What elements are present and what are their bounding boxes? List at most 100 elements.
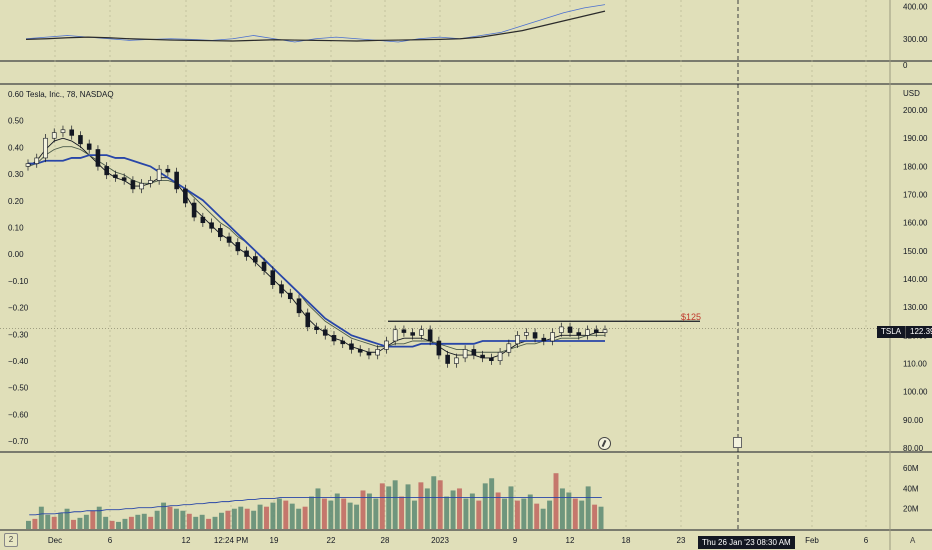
volume-bar bbox=[354, 504, 360, 529]
volume-ma-line bbox=[29, 497, 602, 516]
volume-bar bbox=[476, 500, 482, 529]
x-tick-label: 6 bbox=[864, 536, 869, 545]
volume-bar bbox=[315, 488, 321, 529]
candle-body bbox=[392, 329, 398, 342]
candle-body bbox=[340, 340, 346, 345]
volume-bar bbox=[437, 480, 443, 529]
volume-bar bbox=[309, 496, 314, 529]
candle-body bbox=[314, 326, 319, 331]
volume-bar bbox=[431, 476, 437, 529]
volume-bar bbox=[77, 517, 83, 529]
volume-bar bbox=[444, 496, 450, 529]
left-tick: 0.10 bbox=[8, 224, 24, 233]
x-tick-label: 12 bbox=[182, 536, 191, 545]
indicator-tick: 300.00 bbox=[903, 35, 928, 44]
replay-icon[interactable] bbox=[598, 437, 611, 450]
auto-scale-button[interactable]: A bbox=[910, 536, 916, 545]
volume-bar bbox=[206, 518, 212, 529]
candle-body bbox=[86, 143, 92, 150]
right-tick: 160.00 bbox=[903, 219, 928, 228]
volume-bar bbox=[302, 506, 308, 529]
volume-bar bbox=[399, 496, 405, 529]
volume-bar bbox=[514, 500, 520, 529]
volume-bar bbox=[109, 520, 115, 529]
candle-body bbox=[174, 171, 179, 190]
candle-body bbox=[454, 357, 459, 364]
candle-body bbox=[34, 157, 40, 164]
volume-ma bbox=[29, 497, 602, 516]
right-tick: 150.00 bbox=[903, 247, 928, 256]
candle-body bbox=[322, 329, 328, 336]
volume-bar bbox=[122, 518, 128, 529]
volume-bar bbox=[90, 510, 96, 529]
candle-body bbox=[226, 236, 232, 243]
left-tick: −0.70 bbox=[8, 437, 29, 446]
volume-bar bbox=[424, 488, 430, 529]
x-tick-label: 22 bbox=[327, 536, 336, 545]
volume-bar bbox=[26, 520, 31, 529]
candle-body bbox=[25, 163, 31, 167]
scroll-left-icon[interactable]: 2 bbox=[4, 533, 18, 547]
volume-bar bbox=[366, 493, 372, 529]
volume-bar bbox=[225, 510, 231, 529]
volume-bar bbox=[58, 512, 64, 529]
candle-body bbox=[357, 349, 363, 353]
volume-bar bbox=[457, 488, 462, 529]
candle-body bbox=[130, 180, 136, 190]
candle-body bbox=[471, 349, 477, 356]
right-tick: 140.00 bbox=[903, 275, 928, 284]
candle-body bbox=[593, 329, 599, 333]
volume-bar bbox=[148, 516, 154, 529]
volume-bar bbox=[212, 516, 218, 529]
right-tick: 90.00 bbox=[903, 416, 924, 425]
candle-body bbox=[235, 242, 241, 252]
x-tick-label: 28 bbox=[381, 536, 390, 545]
volume-bar bbox=[373, 498, 379, 529]
volume-bar bbox=[32, 518, 38, 529]
currency-label: USD bbox=[903, 89, 920, 98]
volume-bar bbox=[469, 493, 475, 529]
left-tick: 0.00 bbox=[8, 250, 24, 259]
volume-bar bbox=[219, 512, 224, 529]
candle-body bbox=[532, 332, 538, 339]
right-tick: 190.00 bbox=[903, 134, 928, 143]
volume-bar bbox=[566, 492, 572, 529]
candle-body bbox=[60, 129, 66, 133]
candle-body bbox=[209, 222, 214, 229]
right-tick: 170.00 bbox=[903, 191, 928, 200]
volume-bar bbox=[128, 516, 134, 529]
candle-body bbox=[261, 261, 267, 271]
volume-bar bbox=[161, 502, 167, 529]
volume-axis: 60M 40M 20M bbox=[903, 464, 919, 514]
candle-body bbox=[366, 351, 372, 356]
candle-body bbox=[287, 292, 293, 300]
volume-bar bbox=[64, 508, 70, 529]
candle-body bbox=[113, 174, 118, 178]
right-tick: 180.00 bbox=[903, 162, 928, 171]
volume-bar bbox=[534, 503, 540, 529]
candle-body bbox=[550, 332, 555, 342]
right-tick: 130.00 bbox=[903, 303, 928, 312]
volume-bar bbox=[341, 498, 347, 529]
volume-bar bbox=[572, 498, 578, 529]
volume-bar bbox=[180, 510, 186, 529]
oscillator-axis: 0 bbox=[903, 61, 908, 70]
candle-body bbox=[602, 329, 608, 333]
right-tick: 110.00 bbox=[903, 360, 927, 369]
volume-bar bbox=[579, 500, 585, 529]
volume-tick: 20M bbox=[903, 505, 919, 514]
volume-bar bbox=[193, 516, 199, 529]
right-axis: 200.00 190.00 180.00 170.00 160.00 150.00 140.… bbox=[903, 106, 928, 453]
candle-body bbox=[69, 129, 75, 136]
volume-bar bbox=[482, 483, 488, 529]
candle-body bbox=[51, 132, 57, 139]
left-tick: 0.20 bbox=[8, 197, 24, 206]
candle-body bbox=[104, 166, 109, 176]
x-tick-label: 23 bbox=[677, 536, 686, 545]
volume-bar bbox=[598, 506, 604, 529]
x-tick-label: 18 bbox=[622, 536, 631, 545]
last-price-value: 122.39 bbox=[905, 326, 932, 338]
vertical-grid bbox=[54, 0, 867, 530]
